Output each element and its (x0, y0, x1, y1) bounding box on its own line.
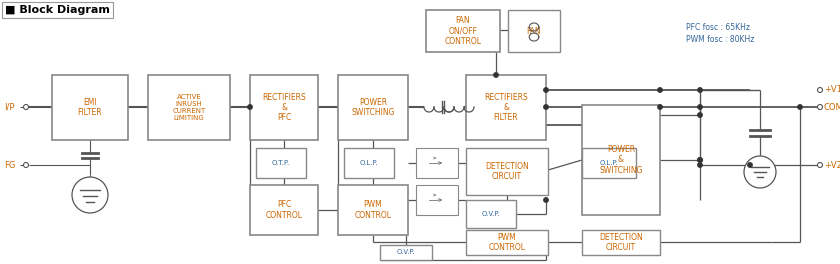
Text: DETECTION
CIRCUIT: DETECTION CIRCUIT (486, 162, 529, 181)
Text: FAN: FAN (527, 26, 541, 35)
Text: +V1: +V1 (824, 86, 840, 95)
Bar (250, 75, 318, 140)
Text: ACTIVE
INRUSH
CURRENT
LIMITING: ACTIVE INRUSH CURRENT LIMITING (172, 94, 206, 121)
Circle shape (658, 105, 662, 109)
Circle shape (543, 198, 549, 202)
Circle shape (698, 158, 702, 162)
Circle shape (248, 105, 252, 109)
Bar (466, 75, 546, 140)
Circle shape (817, 87, 822, 92)
Bar (416, 185, 458, 215)
Circle shape (24, 163, 29, 167)
Bar (466, 148, 548, 195)
Bar (256, 148, 306, 178)
Bar (148, 75, 230, 140)
Bar (426, 10, 500, 52)
Bar (380, 245, 432, 260)
Text: O.V.P.: O.V.P. (396, 249, 415, 256)
Text: ■ Block Diagram: ■ Block Diagram (5, 5, 110, 15)
Text: POWER
SWITCHING: POWER SWITCHING (351, 98, 395, 117)
Circle shape (698, 163, 702, 167)
Text: EMI
FILTER: EMI FILTER (77, 98, 102, 117)
Text: COM: COM (824, 102, 840, 111)
Text: PWM
CONTROL: PWM CONTROL (489, 233, 526, 252)
Bar (338, 185, 408, 235)
Text: I/P: I/P (4, 102, 14, 111)
Circle shape (698, 113, 702, 117)
Bar (582, 105, 660, 215)
Text: PFC
CONTROL: PFC CONTROL (265, 200, 302, 220)
Text: PWM fosc : 80KHz: PWM fosc : 80KHz (686, 35, 754, 45)
Bar (338, 75, 408, 140)
Circle shape (658, 88, 662, 92)
Text: PWM
CONTROL: PWM CONTROL (354, 200, 391, 220)
Bar (416, 148, 458, 178)
Circle shape (72, 177, 108, 213)
Circle shape (698, 88, 702, 92)
Circle shape (817, 105, 822, 110)
Circle shape (698, 105, 702, 109)
Circle shape (543, 88, 549, 92)
Text: PFC fosc : 65KHz: PFC fosc : 65KHz (686, 23, 750, 32)
Text: O.T.P.: O.T.P. (272, 160, 290, 166)
Text: O.V.P.: O.V.P. (481, 211, 501, 217)
Circle shape (543, 105, 549, 109)
Circle shape (817, 163, 822, 167)
Bar (466, 230, 548, 255)
Text: +V2: +V2 (824, 161, 840, 169)
Text: FAN
ON/OFF
CONTROL: FAN ON/OFF CONTROL (444, 16, 481, 46)
Text: O.L.P.: O.L.P. (600, 160, 618, 166)
Circle shape (798, 105, 802, 109)
Text: RECTIFIERS
&
PFC: RECTIFIERS & PFC (262, 93, 306, 122)
Bar (466, 200, 516, 228)
Circle shape (494, 73, 498, 77)
Bar (344, 148, 394, 178)
Text: POWER
&
SWITCHING: POWER & SWITCHING (599, 145, 643, 175)
Circle shape (744, 156, 776, 188)
Text: O.L.P.: O.L.P. (360, 160, 378, 166)
Bar (582, 230, 660, 255)
Bar (250, 185, 318, 235)
Text: DETECTION
CIRCUIT: DETECTION CIRCUIT (599, 233, 643, 252)
Text: RECTIFIERS
&
FILTER: RECTIFIERS & FILTER (484, 93, 528, 122)
Bar (582, 148, 636, 178)
Circle shape (698, 158, 702, 162)
Circle shape (24, 105, 29, 110)
Text: FG: FG (4, 161, 15, 169)
Bar (508, 10, 560, 52)
Circle shape (748, 163, 752, 167)
Bar (52, 75, 128, 140)
